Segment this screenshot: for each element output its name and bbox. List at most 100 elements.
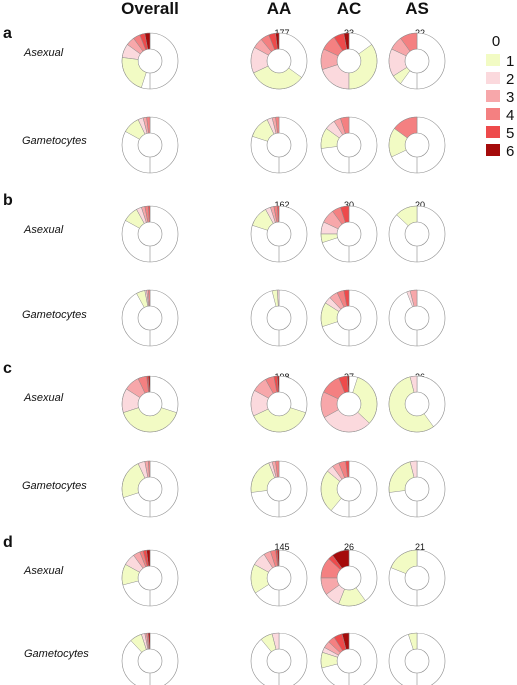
donut-slice-1 — [388, 461, 415, 493]
donut-slice-1 — [252, 209, 274, 231]
count-label-b-aa: 162 — [274, 200, 289, 210]
legend-swatch-4 — [486, 108, 500, 120]
legend-swatch-2 — [486, 72, 500, 84]
donut-b-asexual-overall — [121, 205, 179, 263]
donut-slice-3 — [409, 289, 418, 307]
row-label-a-asexual: Asexual — [23, 47, 64, 59]
donut-slice-1 — [338, 587, 366, 607]
donut-b-gametocytes-overall — [121, 289, 179, 347]
donut-slice-2 — [327, 466, 343, 482]
donut-slice-5 — [340, 205, 350, 223]
donut-slice-2 — [250, 47, 269, 74]
donut-slice-2 — [121, 388, 141, 413]
panel-letter-a: a — [3, 25, 12, 42]
row-label-c-asexual: Asexual — [23, 392, 64, 404]
legend-label-2: 2 — [506, 71, 514, 88]
donut-c-asexual-aa — [250, 375, 308, 433]
donut-slice-4 — [260, 34, 275, 53]
donut-c-gametocytes-ac — [320, 460, 378, 518]
donut-slice-2 — [326, 584, 345, 605]
donut-slice-4 — [332, 207, 346, 225]
donut-slice-3 — [133, 551, 146, 569]
donut-slice-1 — [253, 65, 302, 90]
donut-slice-2 — [388, 48, 408, 77]
donut-slice-3 — [254, 39, 272, 56]
donut-slice-3 — [332, 462, 345, 480]
donut-slice-6 — [341, 632, 350, 650]
legend-swatch-5 — [486, 126, 500, 138]
donut-slice-4 — [328, 637, 343, 654]
donut-slice-4 — [400, 32, 418, 52]
column-header-aa: AA — [267, 0, 292, 18]
donut-slice-1 — [130, 634, 147, 653]
donut-slice-2 — [320, 221, 339, 235]
donut-slice-3 — [263, 551, 276, 569]
donut-slice-4 — [137, 375, 149, 394]
panel-letter-d: d — [3, 534, 13, 551]
donut-slice-1 — [388, 128, 408, 158]
donut-slice-2 — [125, 555, 144, 573]
donut-slice-1 — [396, 205, 418, 227]
donut-slice-1 — [252, 119, 275, 142]
row-label-a-gametocytes: Gametocytes — [22, 135, 87, 147]
donut-slice-1 — [348, 44, 378, 90]
donut-slice-1 — [260, 633, 277, 653]
donut-slice-0 — [121, 289, 179, 347]
donut-slice-4 — [336, 290, 348, 308]
donut-slice-3 — [391, 38, 411, 57]
donut-b-gametocytes-ac — [320, 289, 378, 347]
donut-slice-4 — [340, 116, 350, 134]
legend: 0 1 2 3 4 5 6 — [486, 33, 514, 160]
legend-label-1: 1 — [506, 53, 514, 70]
donut-slice-5 — [338, 375, 349, 394]
donut-d-asexual-as — [388, 549, 446, 607]
panel-letter-b: b — [3, 192, 13, 209]
donut-slice-2 — [137, 461, 149, 479]
legend-label-5: 5 — [506, 125, 514, 142]
row-label-b-asexual: Asexual — [23, 224, 64, 236]
donut-slice-2 — [121, 44, 141, 60]
donut-a-asexual-as — [388, 32, 446, 90]
donut-slice-1 — [320, 302, 340, 327]
donut-slice-1 — [320, 470, 342, 511]
donut-slice-5 — [333, 33, 348, 52]
donut-slice-1 — [121, 564, 140, 586]
legend-swatch-3 — [486, 90, 500, 102]
donut-slice-1 — [125, 209, 145, 229]
donut-slice-1 — [123, 407, 177, 433]
donut-d-asexual-overall — [121, 549, 179, 607]
column-header-ac: AC — [337, 0, 362, 18]
donut-slice-1 — [250, 564, 270, 594]
donut-a-gametocytes-as — [388, 116, 446, 174]
donut-c-gametocytes-overall — [121, 460, 179, 518]
donut-slice-5 — [268, 32, 278, 51]
donut-slice-1 — [320, 128, 340, 149]
panel-letter-c: c — [3, 360, 12, 377]
donut-slice-2 — [409, 375, 418, 393]
donut-a-asexual-overall — [121, 32, 179, 90]
legend-label-0: 0 — [492, 33, 500, 50]
donut-slice-6 — [332, 549, 350, 569]
donut-slice-2 — [326, 121, 343, 139]
donut-slice-3 — [320, 391, 339, 418]
donut-b-asexual-aa — [250, 205, 308, 263]
donut-slice-1 — [388, 376, 434, 433]
donut-slice-5 — [333, 633, 347, 652]
donut-slice-4 — [133, 34, 146, 52]
donut-slice-2 — [250, 390, 269, 417]
donut-d-asexual-ac — [320, 549, 378, 607]
donut-c-gametocytes-aa — [250, 460, 308, 518]
donut-slice-2 — [325, 297, 342, 312]
donut-slice-1 — [393, 67, 411, 84]
donut-slice-3 — [320, 48, 339, 70]
row-label-b-gametocytes: Gametocytes — [22, 309, 87, 321]
donut-slice-1 — [320, 233, 338, 243]
donut-a-gametocytes-ac — [320, 116, 378, 174]
legend-swatch-6 — [486, 144, 500, 156]
donut-d-gametocytes-aa — [250, 632, 308, 685]
donut-slice-3 — [127, 38, 144, 55]
donut-b-gametocytes-aa — [250, 289, 308, 347]
donut-slice-4 — [338, 460, 348, 479]
column-header-as: AS — [405, 0, 429, 18]
donut-slice-1 — [271, 289, 279, 307]
